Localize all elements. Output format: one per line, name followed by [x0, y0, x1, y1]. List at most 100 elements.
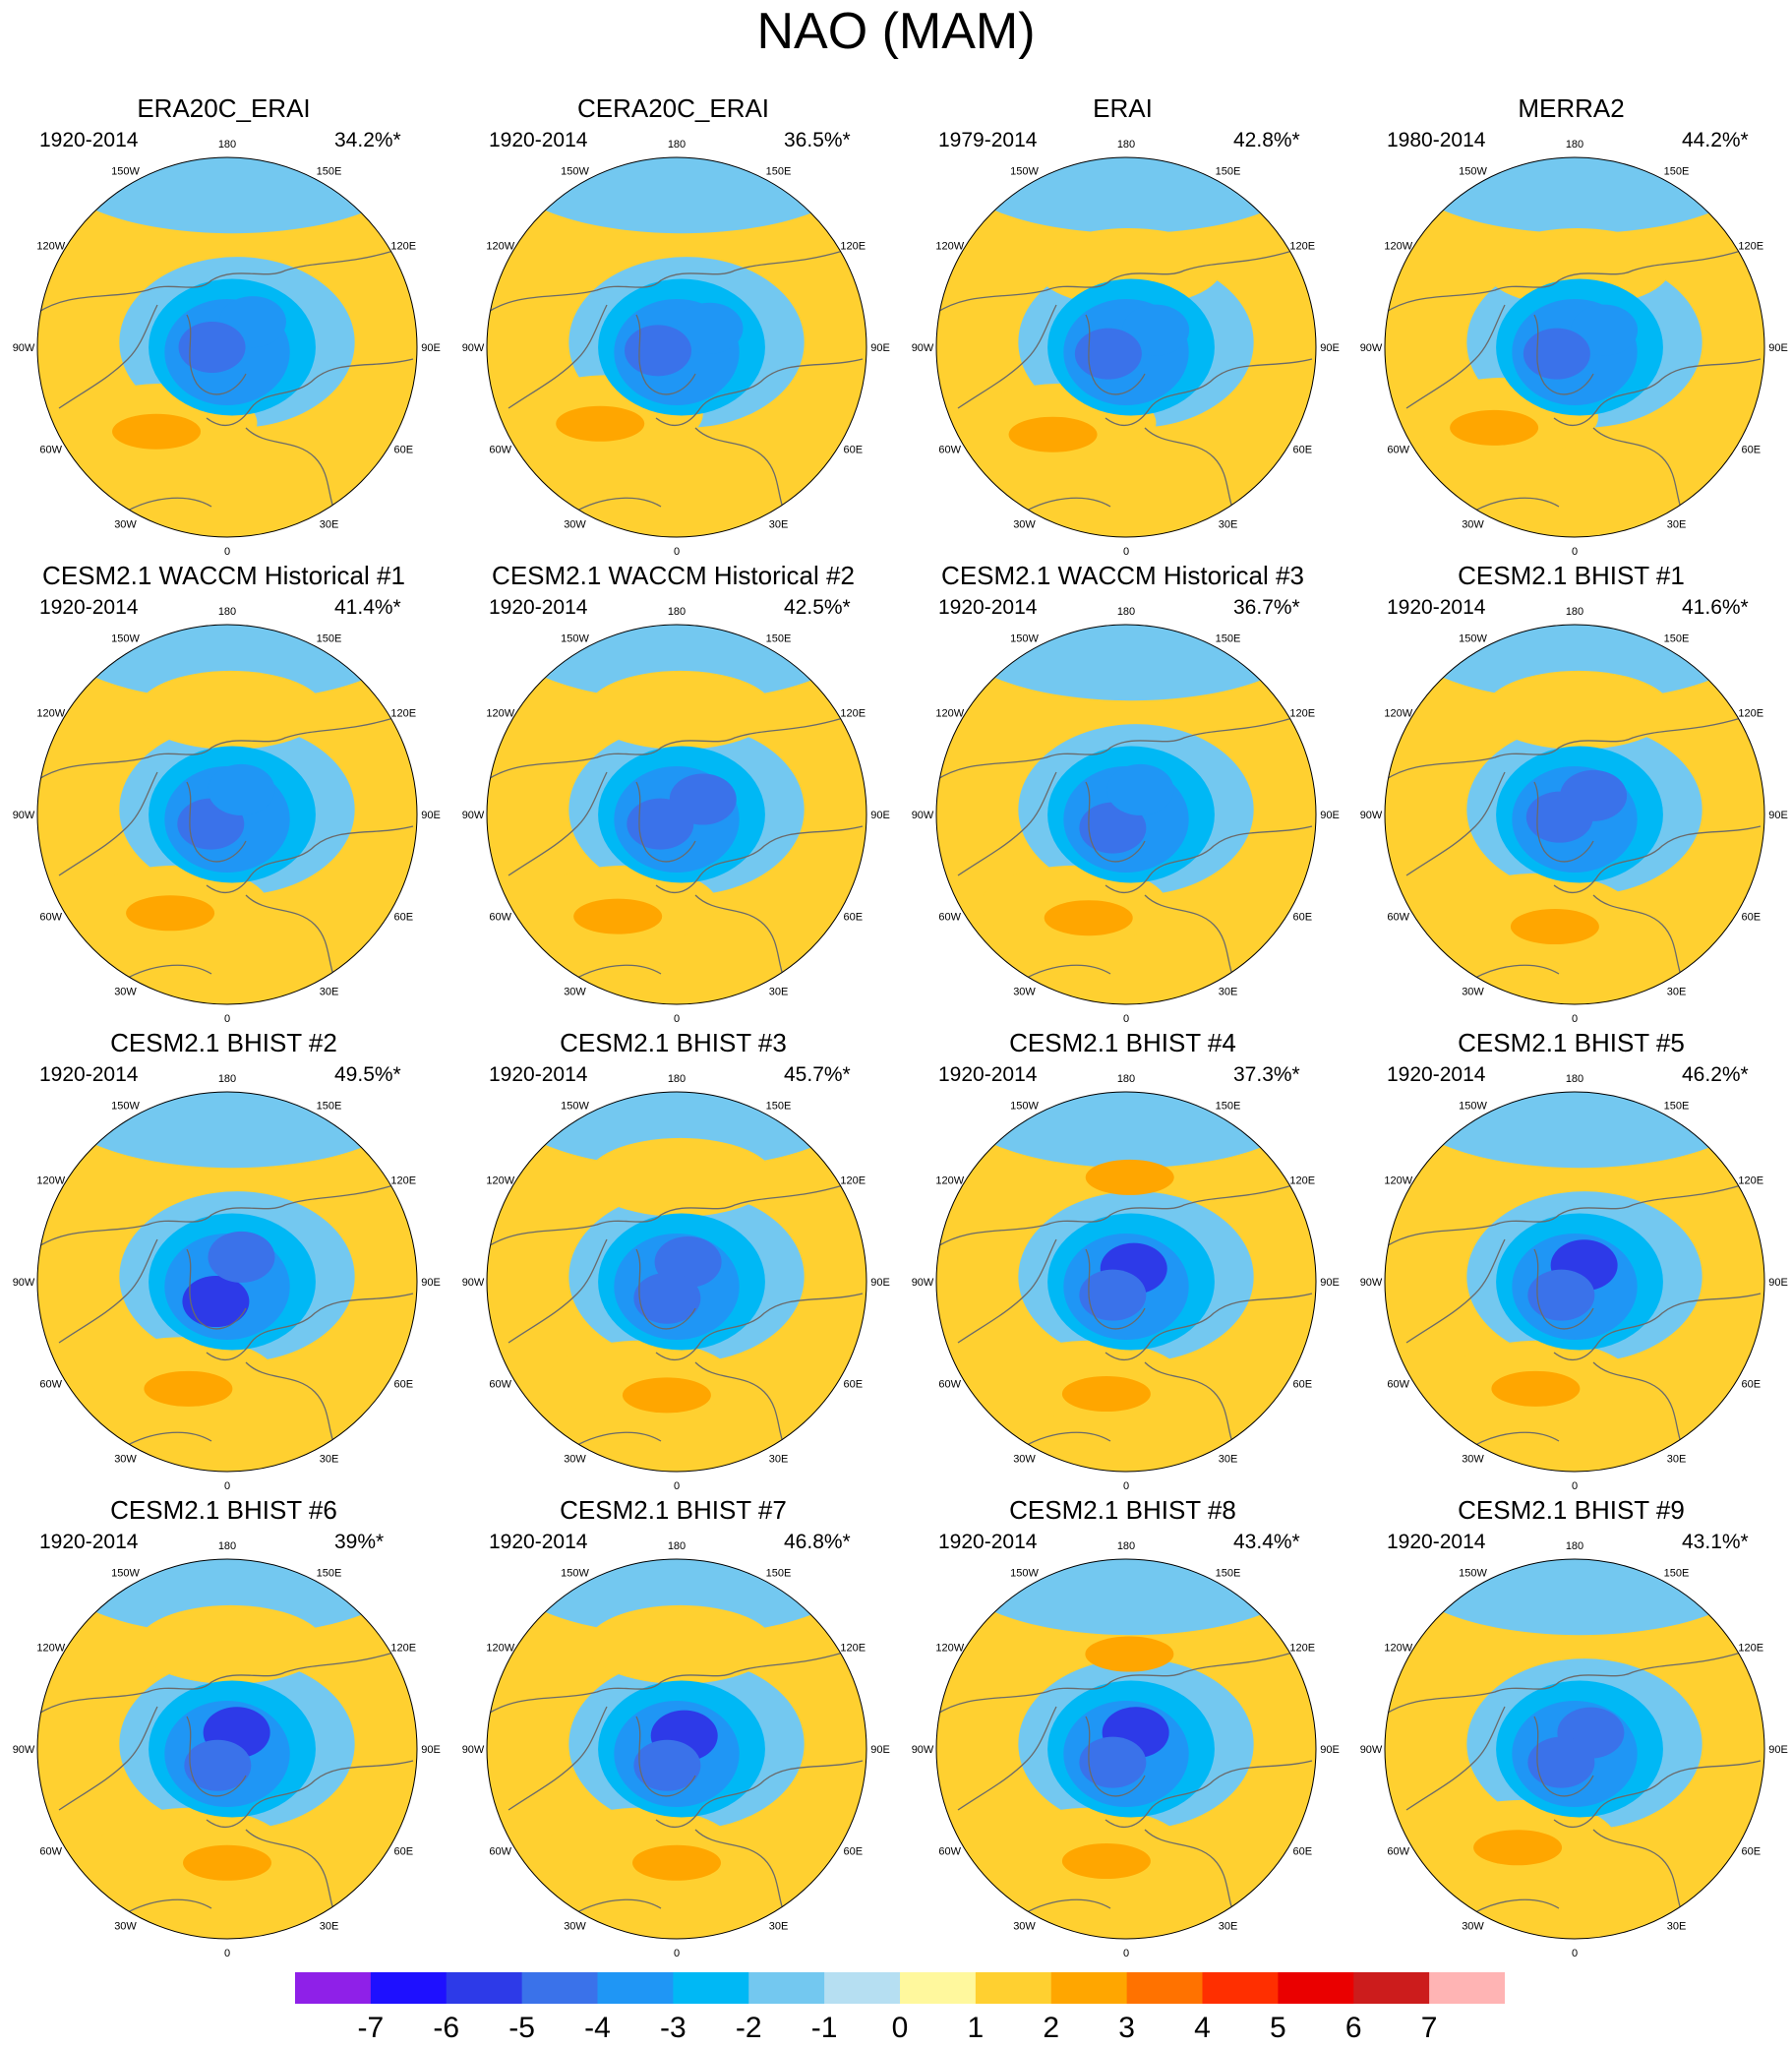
high-contour [1044, 900, 1133, 936]
high-contour [144, 1370, 233, 1407]
colorbar-bin [370, 1972, 448, 2004]
longitude-label: 0 [1123, 546, 1129, 556]
map-border [36, 156, 418, 538]
longitude-label: 30W [114, 1920, 137, 1932]
panel-title: CESM2.1 WACCM Historical #3 [941, 561, 1304, 590]
low-contour [208, 763, 275, 815]
longitude-label: 180 [668, 139, 686, 151]
longitude-label: 60W [39, 445, 62, 456]
longitude-label: 90E [421, 1744, 441, 1756]
map-panel: CESM2.1 BHIST #6 1920-2014 39%* 180 150E 120E… [0, 1495, 448, 1958]
longitude-label: 60E [393, 1379, 413, 1391]
coastline [635, 1248, 696, 1330]
longitude-label: 60W [489, 912, 511, 924]
panel-period: 1920-2014 [1387, 596, 1486, 619]
longitude-label: 180 [218, 606, 236, 618]
longitude-label: 60E [843, 1379, 863, 1391]
high-contour [1491, 1370, 1581, 1407]
longitude-label: 150W [111, 1101, 140, 1113]
coastline [936, 1652, 1293, 1717]
coastline [37, 717, 394, 783]
longitude-label: 30E [320, 518, 339, 530]
high-contour [137, 1604, 325, 1684]
longitude-label: 30E [1667, 518, 1687, 530]
longitude-label: 150E [317, 1568, 342, 1580]
longitude-label: 150E [766, 633, 792, 645]
coastline [206, 358, 414, 427]
coastline [487, 1652, 844, 1717]
polar-map: 180 150E 120E 90E 60E 30E 0 30W 60W 90W 120W 150W [1360, 606, 1788, 1023]
longitude-label: 60W [938, 1379, 961, 1391]
longitude-label: 60E [1292, 445, 1312, 456]
coastline [206, 825, 414, 894]
longitude-label: 30E [1667, 1453, 1687, 1465]
panel-period: 1920-2014 [489, 1063, 588, 1086]
high-contour [1484, 670, 1672, 750]
longitude-label: 90W [462, 1277, 485, 1289]
longitude-label: 60E [1741, 445, 1761, 456]
longitude-label: 120E [1738, 1643, 1763, 1655]
panel-variance: 42.5%* [784, 596, 851, 619]
longitude-label: 150E [1216, 633, 1241, 645]
low-contour [624, 325, 691, 377]
colorbar-bin [748, 1972, 825, 2004]
pacific-negative-band [1399, 1559, 1761, 1636]
longitude-label: 150E [1664, 1568, 1690, 1580]
longitude-label: 0 [674, 1480, 680, 1490]
map-border [1384, 156, 1765, 538]
longitude-label: 60W [39, 1379, 62, 1391]
longitude-label: 90E [1768, 1277, 1788, 1289]
longitude-label: 90W [13, 342, 35, 354]
map-panel: CESM2.1 WACCM Historical #2 1920-2014 42.5… [449, 561, 897, 1023]
map-border [486, 1091, 867, 1473]
low-contour [1074, 328, 1142, 380]
pacific-negative-band [501, 1092, 863, 1169]
longitude-label: 0 [1123, 1013, 1129, 1023]
panel-period: 1920-2014 [489, 129, 588, 151]
longitude-label: 120E [1738, 241, 1763, 253]
coastline [487, 1184, 844, 1250]
colorbar-label: -1 [811, 2012, 838, 2041]
longitude-label: 120E [390, 1175, 416, 1187]
longitude-label: 120W [36, 1175, 65, 1187]
longitude-label: 30W [1013, 1920, 1036, 1932]
coastline [1553, 1760, 1762, 1829]
coastline [58, 771, 158, 876]
map-panel: CESM2.1 BHIST #8 1920-2014 43.4%* 180 150E 12… [899, 1495, 1346, 1958]
longitude-label: 0 [1123, 1948, 1129, 1958]
longitude-label: 90W [13, 1744, 35, 1756]
pacific-negative-band [51, 1559, 413, 1636]
map-border [1384, 624, 1765, 1005]
longitude-label: 30E [320, 1453, 339, 1465]
longitude-label: 120W [1384, 1643, 1412, 1655]
panel-title: ERAI [1093, 93, 1153, 123]
longitude-label: 90W [462, 342, 485, 354]
map-border [935, 1558, 1317, 1940]
coastline [1405, 1238, 1506, 1344]
colorbar-bin [900, 1972, 977, 2004]
longitude-label: 150W [561, 166, 589, 178]
coastline [58, 304, 158, 409]
low-contour [627, 798, 694, 850]
longitude-label: 30E [769, 1453, 789, 1465]
longitude-label: 90W [1360, 1744, 1383, 1756]
panel-variance: 41.6%* [1682, 596, 1749, 619]
longitude-label: 150E [1664, 1101, 1690, 1113]
pacific-negative-band [950, 1092, 1312, 1169]
longitude-label: 60W [938, 912, 961, 924]
longitude-label: 120W [935, 1175, 964, 1187]
colorbar-label: -5 [508, 2012, 535, 2041]
coastline [1105, 358, 1313, 427]
panel-title: CERA20C_ERAI [576, 93, 770, 123]
longitude-label: 60W [938, 445, 961, 456]
longitude-label: 180 [1117, 606, 1135, 618]
longitude-label: 150E [766, 1101, 792, 1113]
longitude-label: 30E [1219, 1453, 1238, 1465]
polar-map: 180 150E 120E 90E 60E 30E 0 30W 60W 90W 120W 150W [912, 1540, 1340, 1958]
coastline [1553, 825, 1762, 894]
pacific-negative-band [950, 157, 1312, 234]
longitude-label: 0 [224, 1480, 230, 1490]
longitude-label: 60E [1292, 912, 1312, 924]
map-border [935, 624, 1317, 1005]
coastline [1533, 314, 1594, 395]
